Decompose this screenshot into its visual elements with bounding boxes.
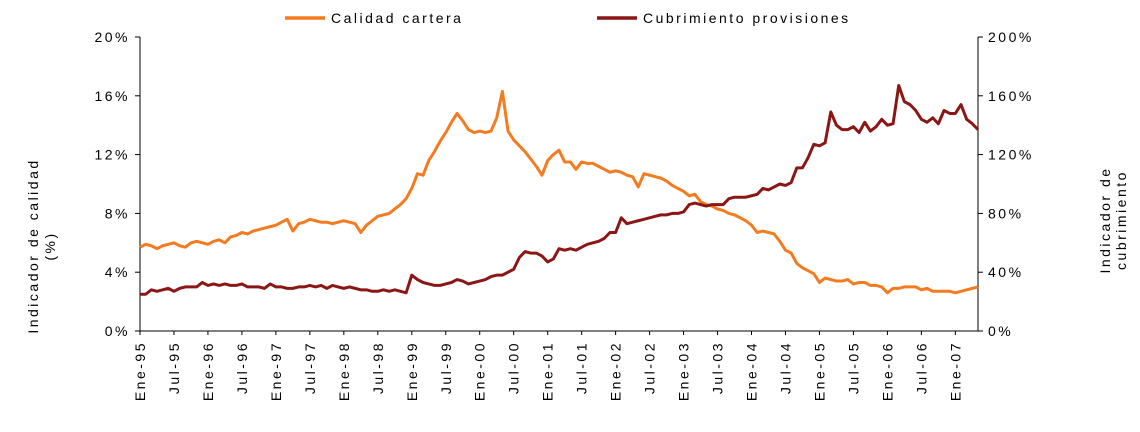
x-tick-label: Ene-04 xyxy=(744,341,760,401)
x-tick-label: Jul-06 xyxy=(913,341,929,394)
y2-tick-label: 200% xyxy=(988,29,1034,45)
x-tick-label: Ene-03 xyxy=(676,341,692,401)
x-tick-label: Ene-97 xyxy=(268,341,284,401)
x-tick-label: Jul-04 xyxy=(777,341,793,394)
x-tick-label: Jul-05 xyxy=(845,341,861,394)
y-tick-label: 20% xyxy=(94,29,130,45)
x-tick-label: Ene-95 xyxy=(132,341,148,401)
y-axis-label: Indicador de calidad xyxy=(25,158,41,333)
x-tick-label: Ene-05 xyxy=(811,341,827,401)
y2-axis-label: cubrimiento xyxy=(1113,170,1129,270)
y2-tick-label: 80% xyxy=(988,205,1024,221)
series-line xyxy=(139,89,979,295)
legend-label: Calidad cartera xyxy=(331,10,463,26)
y2-tick-label: 0% xyxy=(988,323,1013,339)
x-tick-label: Ene-07 xyxy=(947,341,963,401)
y2-tick-label: 160% xyxy=(988,88,1034,104)
x-tick-label: Ene-01 xyxy=(540,341,556,401)
x-tick-label: Jul-99 xyxy=(438,341,454,394)
x-tick-label: Ene-96 xyxy=(200,341,216,401)
x-tick-label: Jul-02 xyxy=(642,341,658,394)
y-axis-label: (%) xyxy=(42,231,58,260)
x-tick-label: Jul-01 xyxy=(574,341,590,394)
y2-tick-label: 120% xyxy=(988,147,1034,163)
x-tick-label: Jul-95 xyxy=(166,341,182,394)
x-tick-label: Ene-06 xyxy=(879,341,895,401)
y2-axis-label: Indicador de xyxy=(1097,166,1113,273)
x-tick-label: Jul-03 xyxy=(710,341,726,394)
x-tick-label: Jul-96 xyxy=(234,341,250,394)
y-tick-label: 8% xyxy=(105,205,130,221)
x-tick-label: Ene-99 xyxy=(404,341,420,401)
x-tick-label: Jul-97 xyxy=(302,341,318,394)
y-tick-label: 16% xyxy=(94,88,130,104)
x-tick-label: Ene-02 xyxy=(608,341,624,401)
y-tick-label: 12% xyxy=(94,147,130,163)
series-line xyxy=(140,84,980,296)
x-tick-label: Ene-98 xyxy=(336,341,352,401)
x-tick-label: Ene-00 xyxy=(472,341,488,401)
y2-tick-label: 40% xyxy=(988,264,1024,280)
legend-label: Cubrimiento provisiones xyxy=(643,10,851,26)
y-tick-label: 0% xyxy=(105,323,130,339)
x-tick-label: Jul-98 xyxy=(370,341,386,394)
x-tick-label: Jul-00 xyxy=(506,341,522,394)
y-tick-label: 4% xyxy=(105,264,130,280)
